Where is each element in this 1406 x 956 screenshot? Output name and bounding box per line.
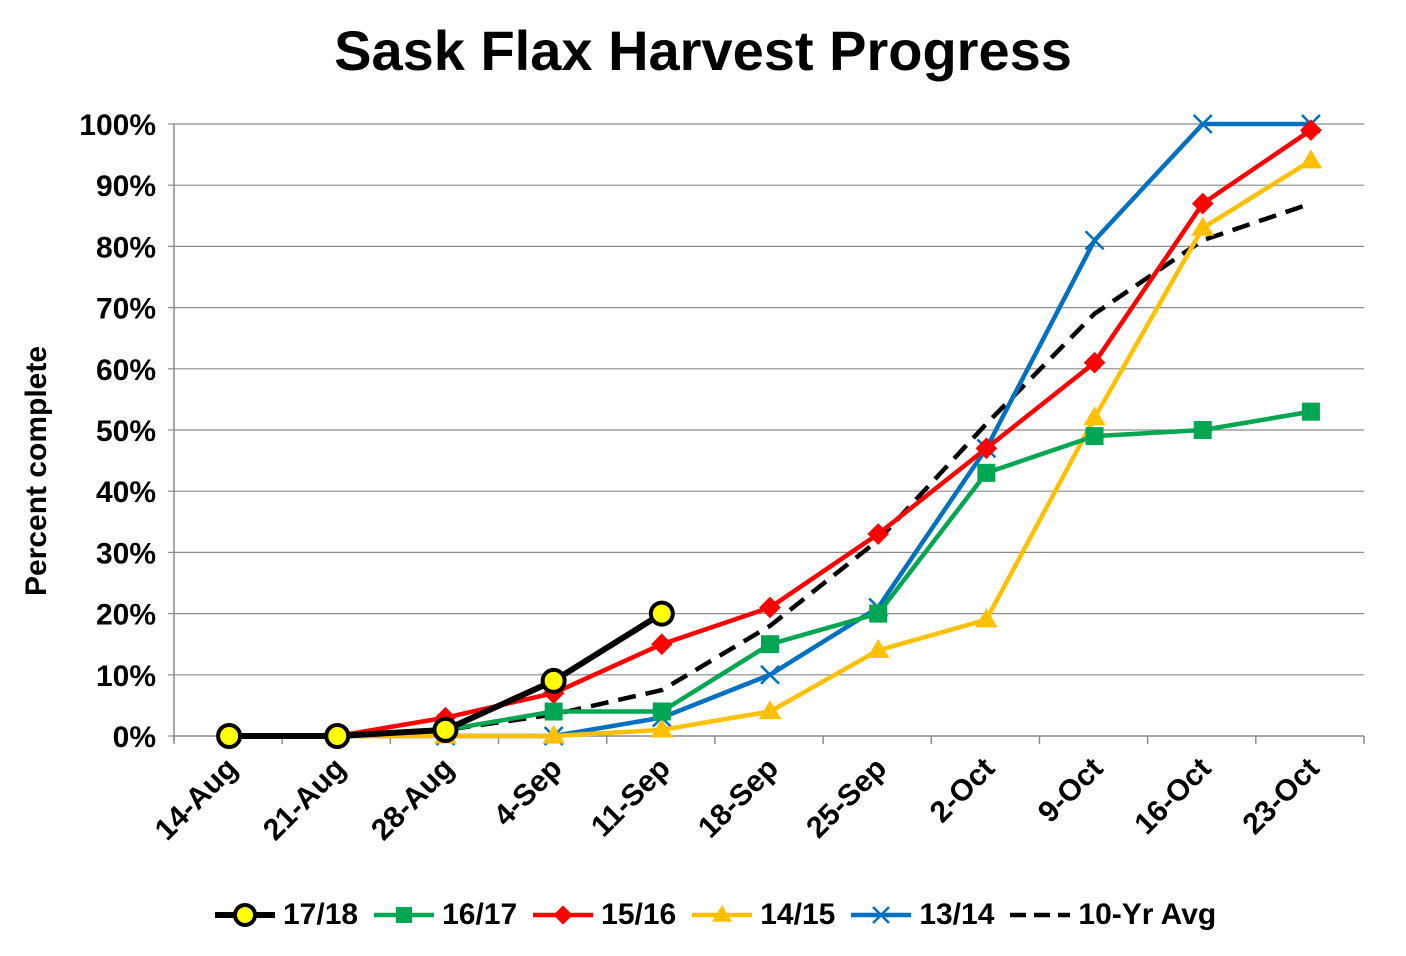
legend-item: 14/15: [690, 898, 835, 932]
legend-label: 16/17: [442, 898, 518, 931]
data-point: [975, 608, 998, 628]
data-point: [324, 723, 351, 749]
legend-swatch: [215, 903, 275, 927]
data-point: [1192, 114, 1213, 134]
legend-item: 17/18: [213, 898, 358, 932]
x-tick-label: 9-Oct: [1032, 752, 1110, 830]
data-point: [542, 724, 565, 744]
data-point: [540, 667, 567, 694]
series-14-15: [217, 149, 1323, 744]
y-tick-label: 70%: [96, 293, 156, 326]
legend-swatch: [1010, 912, 1071, 918]
data-point: [869, 604, 888, 623]
legend-label: 10-Yr Avg: [1078, 898, 1217, 931]
data-point: [975, 437, 998, 460]
x-tick-label: 4-Sep: [487, 752, 568, 833]
legend-swatch: [533, 905, 594, 925]
data-point: [1193, 421, 1212, 439]
y-tick-label: 80%: [96, 231, 156, 264]
y-tick-label: 0%: [113, 721, 156, 754]
data-point: [650, 718, 674, 738]
legend-item: 13/14: [849, 898, 994, 932]
x-tick-label: 25-Sep: [800, 752, 893, 845]
data-point: [761, 635, 779, 654]
legend-marker: [233, 903, 257, 927]
y-tick-label: 90%: [96, 170, 156, 203]
x-tick-label: 18-Sep: [692, 752, 785, 845]
legend-label: 17/18: [283, 898, 359, 931]
y-tick-label: 60%: [96, 354, 156, 387]
chart-title: Sask Flax Harvest Progress: [334, 19, 1072, 82]
legend-label: 13/14: [919, 898, 995, 931]
legend-swatch: [851, 906, 912, 924]
legend-item: 16/17: [372, 898, 517, 932]
data-point: [652, 702, 671, 721]
legend-marker: [712, 905, 733, 922]
data-point: [432, 716, 459, 743]
series-line: [229, 409, 1312, 739]
data-point: [866, 639, 890, 658]
legend-label: 14/15: [760, 898, 836, 931]
legend-marker: [553, 905, 573, 925]
series-17-18: [216, 600, 675, 749]
x-tick-label: 11-Sep: [585, 752, 677, 844]
x-tick-label: 23-Oct: [1236, 752, 1325, 841]
y-tick-label: 20%: [96, 599, 156, 632]
legend-marker: [396, 907, 413, 923]
legend: 17/18 16/17 15/16 14/15 13/14 10-Yr Avg: [213, 893, 1216, 937]
x-tick-label: 21-Aug: [257, 752, 352, 847]
data-point: [759, 596, 781, 619]
data-point: [977, 463, 996, 482]
y-tick-label: 10%: [96, 660, 156, 693]
data-point: [760, 664, 780, 685]
data-point: [1083, 351, 1106, 374]
series-lines: [216, 114, 1323, 749]
data-point: [651, 633, 673, 655]
data-point: [758, 700, 782, 720]
y-tick-label: 40%: [96, 476, 156, 509]
y-axis-label: Percent complete: [20, 346, 53, 596]
data-point: [1085, 427, 1104, 446]
data-point: [544, 702, 563, 721]
data-point: [1300, 119, 1322, 141]
legend-marker: [872, 906, 891, 924]
data-point: [216, 723, 243, 749]
x-tick-label: 14-Aug: [149, 752, 244, 847]
y-tick-labels: 0% 10% 20% 30% 40% 50% 60% 70% 80% 90% 100%: [79, 109, 156, 754]
legend-item: 10-Yr Avg: [1008, 898, 1216, 932]
x-tick-label: 16-Oct: [1128, 752, 1217, 841]
data-point: [1083, 406, 1106, 426]
x-tick-label: 28-Aug: [365, 752, 460, 847]
series-16-17: [220, 402, 1320, 745]
x-tick-labels: 14-Aug 21-Aug 28-Aug 4-Sep 11-Sep 18-Sep 25-Se…: [149, 752, 1326, 847]
y-tick-label: 30%: [96, 537, 156, 570]
data-point: [1084, 230, 1105, 251]
legend-item: 15/16: [531, 898, 676, 932]
y-tick-label: 50%: [96, 415, 156, 448]
legend-swatch: [692, 905, 753, 922]
data-point: [1191, 216, 1214, 236]
data-point: [648, 600, 675, 627]
legend-swatch: [374, 907, 435, 923]
data-point: [1301, 402, 1320, 421]
y-tick-label: 100%: [79, 109, 156, 142]
data-point: [867, 523, 889, 545]
x-tick-label: 2-Oct: [924, 752, 1002, 830]
legend-label: 15/16: [601, 898, 677, 931]
data-point: [1299, 149, 1323, 169]
data-point: [1191, 192, 1214, 215]
